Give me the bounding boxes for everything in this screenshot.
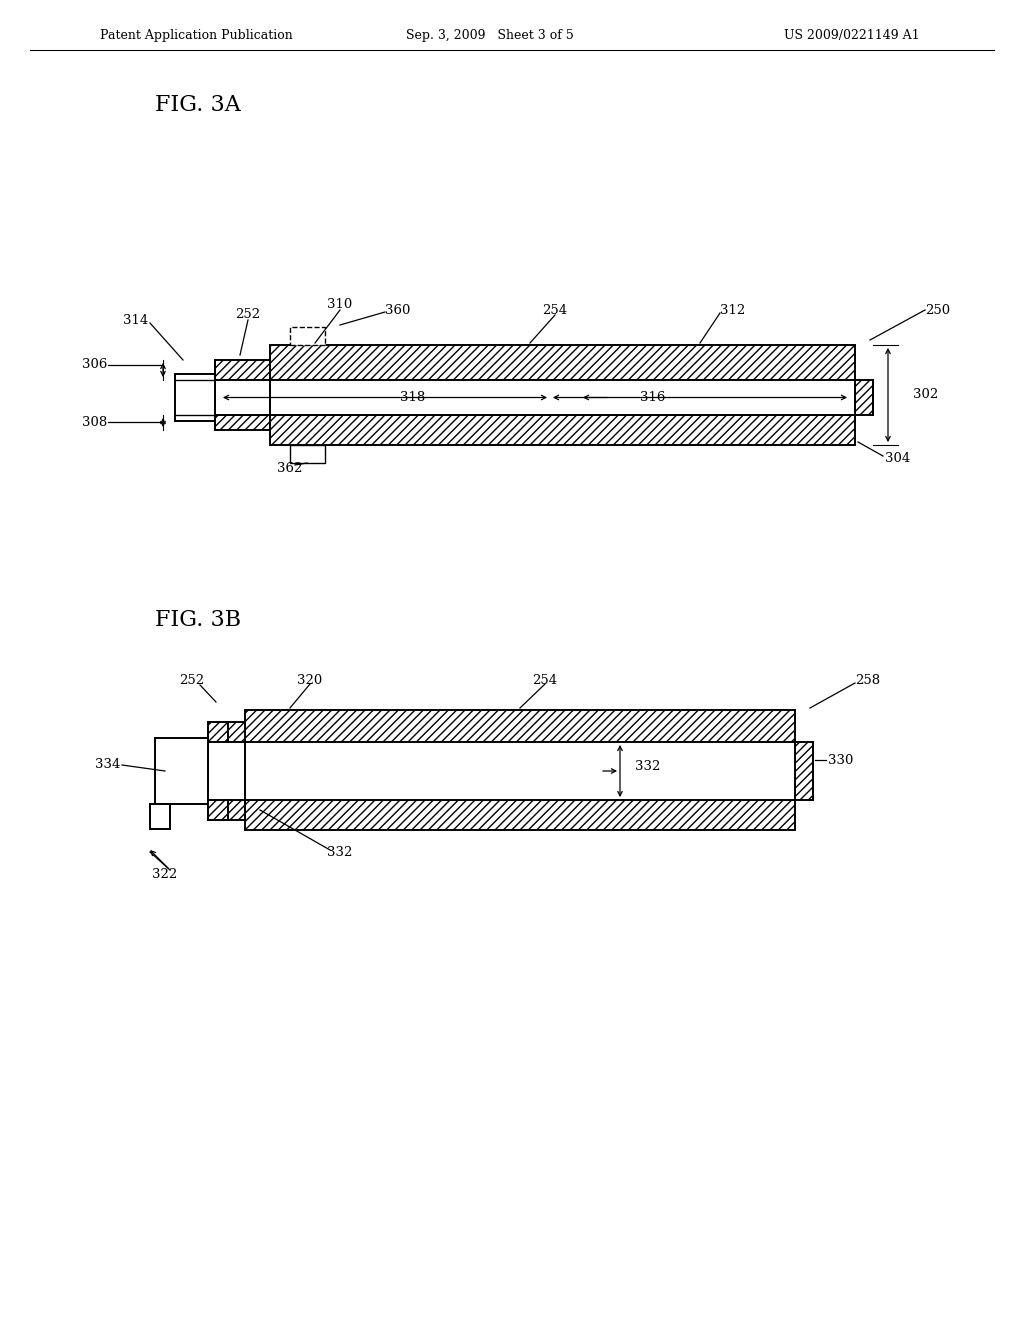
Bar [155, 738, 208, 804]
Bar [245, 710, 795, 742]
Text: 318: 318 [400, 391, 425, 404]
Text: 320: 320 [297, 673, 323, 686]
Text: 332: 332 [328, 846, 352, 859]
Text: 302: 302 [913, 388, 938, 401]
Bar [150, 804, 170, 829]
Bar [175, 374, 215, 421]
Bar [208, 722, 245, 742]
Text: 250: 250 [925, 304, 950, 317]
Text: 322: 322 [153, 869, 177, 882]
Bar [290, 445, 325, 463]
Text: 332: 332 [635, 759, 660, 772]
Text: 334: 334 [94, 759, 120, 771]
Text: 254: 254 [543, 304, 567, 317]
Text: 252: 252 [179, 673, 205, 686]
Text: 314: 314 [123, 314, 148, 326]
Bar [795, 742, 813, 800]
Text: 252: 252 [236, 309, 260, 322]
Bar [245, 742, 795, 800]
Text: 258: 258 [855, 673, 880, 686]
Text: 304: 304 [885, 451, 910, 465]
Bar [245, 800, 795, 830]
Text: 310: 310 [328, 298, 352, 312]
Bar [290, 327, 325, 345]
Text: FIG. 3B: FIG. 3B [155, 609, 241, 631]
Text: 312: 312 [720, 304, 745, 317]
Text: 308: 308 [82, 416, 106, 429]
Bar [215, 380, 270, 414]
Text: 306: 306 [82, 359, 106, 371]
Text: 330: 330 [828, 754, 853, 767]
Bar [855, 380, 873, 414]
Text: 362: 362 [278, 462, 303, 474]
Text: Sep. 3, 2009   Sheet 3 of 5: Sep. 3, 2009 Sheet 3 of 5 [407, 29, 573, 41]
Bar [208, 800, 245, 820]
Bar [270, 345, 855, 380]
Bar [270, 380, 855, 414]
Bar [208, 742, 245, 800]
Bar [215, 360, 270, 380]
Text: FIG. 3A: FIG. 3A [155, 94, 241, 116]
Text: 254: 254 [532, 673, 557, 686]
Text: 316: 316 [640, 391, 666, 404]
Bar [215, 414, 270, 430]
Text: US 2009/0221149 A1: US 2009/0221149 A1 [784, 29, 920, 41]
Text: Patent Application Publication: Patent Application Publication [100, 29, 293, 41]
Bar [270, 414, 855, 445]
Text: 360: 360 [385, 304, 411, 317]
